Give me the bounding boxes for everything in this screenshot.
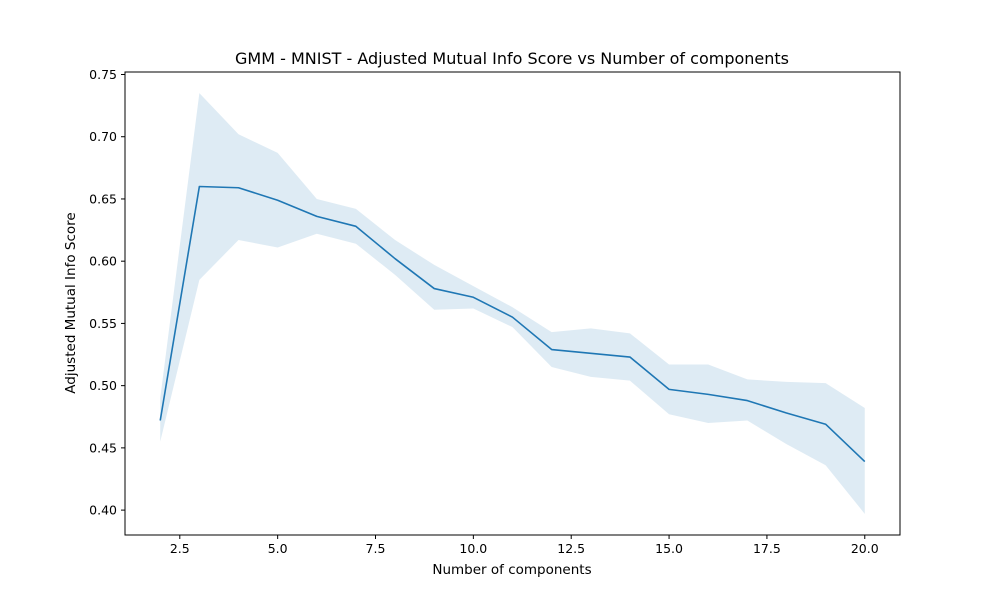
x-tick-label: 7.5 bbox=[366, 541, 386, 556]
chart-title: GMM - MNIST - Adjusted Mutual Info Score… bbox=[235, 49, 789, 68]
y-tick-label: 0.70 bbox=[89, 129, 117, 144]
confidence-band bbox=[160, 93, 865, 514]
x-tick-label: 5.0 bbox=[268, 541, 288, 556]
x-axis-ticks: 2.5 5.0 7.5 10.0 12.5 15.0 17.5 20.0 bbox=[170, 535, 879, 556]
y-tick-label: 0.50 bbox=[89, 378, 117, 393]
plot-area bbox=[159, 93, 866, 514]
y-tick-label: 0.60 bbox=[89, 254, 117, 269]
x-tick-label: 15.0 bbox=[655, 541, 683, 556]
x-tick-label: 2.5 bbox=[170, 541, 190, 556]
x-axis-label: Number of components bbox=[432, 562, 591, 578]
y-tick-label: 0.45 bbox=[89, 440, 117, 455]
y-tick-label: 0.65 bbox=[89, 191, 117, 206]
axes-frame bbox=[124, 71, 901, 536]
series-line bbox=[159, 185, 866, 463]
y-axis-ticks: 0.40 0.45 0.50 0.55 0.60 0.65 0.70 0.75 bbox=[89, 67, 125, 518]
x-tick-label: 12.5 bbox=[557, 541, 585, 556]
y-axis-label: Adjusted Mutual Info Score bbox=[63, 212, 79, 393]
x-tick-label: 17.5 bbox=[753, 541, 781, 556]
y-tick-label: 0.75 bbox=[89, 67, 117, 82]
x-tick-label: 10.0 bbox=[459, 541, 487, 556]
x-tick-label: 20.0 bbox=[851, 541, 879, 556]
y-tick-label: 0.40 bbox=[89, 503, 117, 518]
y-tick-label: 0.55 bbox=[89, 316, 117, 331]
